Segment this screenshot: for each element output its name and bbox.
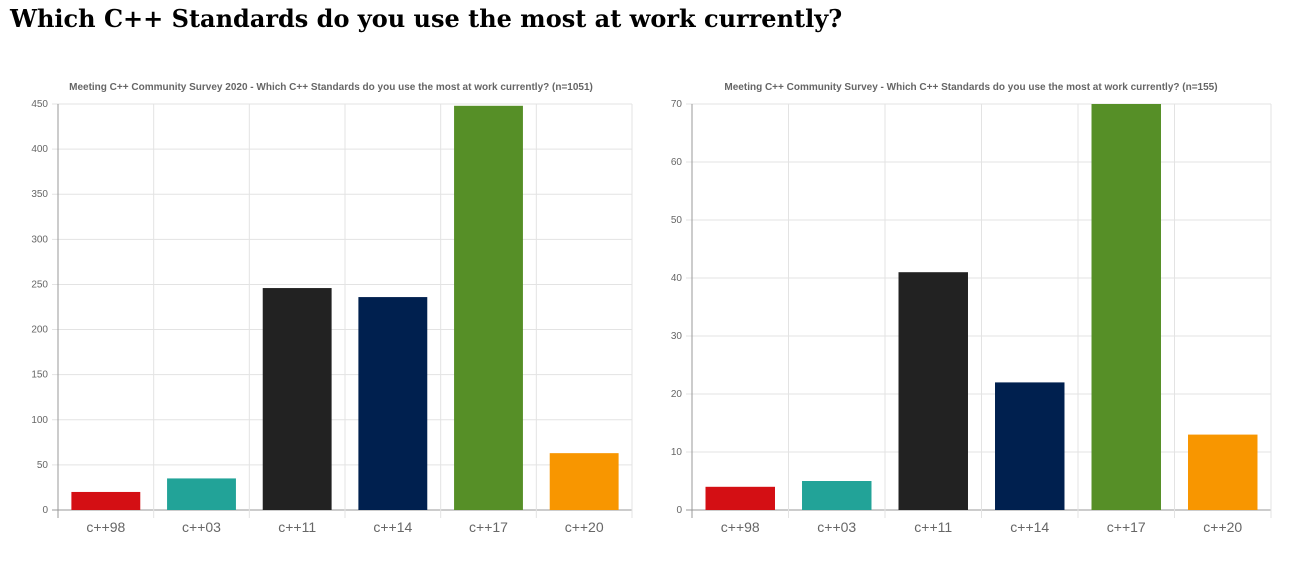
y-tick-label: 40 — [671, 273, 683, 284]
x-tick-label: c++03 — [817, 519, 856, 535]
y-tick-label: 50 — [671, 215, 683, 226]
y-tick-label: 50 — [37, 460, 49, 471]
x-tick-label: c++11 — [278, 519, 316, 535]
bar-cpp11 — [262, 288, 332, 510]
x-tick-label: c++98 — [721, 519, 760, 535]
bar-cpp17 — [454, 105, 523, 510]
y-tick-label: 0 — [42, 505, 48, 516]
chart-title: Meeting C++ Community Survey - Which C++… — [724, 82, 1217, 93]
bar-cpp17 — [1091, 104, 1161, 510]
x-tick-label: c++14 — [1010, 519, 1049, 535]
y-tick-label: 10 — [671, 447, 683, 458]
y-tick-label: 60 — [671, 157, 683, 168]
y-tick-label: 100 — [31, 415, 48, 426]
x-tick-label: c++98 — [86, 519, 125, 535]
bar-cpp03 — [167, 478, 236, 510]
bar-cpp14 — [995, 382, 1065, 510]
y-tick-label: 250 — [31, 279, 48, 290]
page-title: Which C++ Standards do you use the most … — [10, 4, 843, 33]
x-tick-label: c++20 — [1203, 519, 1242, 535]
bar-cpp03 — [802, 481, 872, 510]
y-tick-label: 70 — [671, 99, 683, 110]
chart-title: Meeting C++ Community Survey 2020 - Whic… — [69, 82, 593, 93]
y-tick-label: 150 — [31, 370, 48, 381]
bar-cpp11 — [898, 272, 968, 510]
y-tick-label: 0 — [676, 505, 682, 516]
bar-cpp20 — [1188, 434, 1258, 510]
x-tick-label: c++14 — [373, 519, 412, 535]
x-tick-label: c++11 — [914, 519, 952, 535]
bar-cpp14 — [358, 297, 428, 510]
bar-cpp20 — [549, 453, 619, 510]
x-tick-label: c++17 — [469, 519, 508, 535]
bar-cpp98 — [71, 491, 141, 510]
x-tick-label: c++03 — [182, 519, 221, 535]
y-tick-label: 450 — [31, 99, 48, 110]
x-tick-label: c++20 — [565, 519, 604, 535]
y-tick-label: 20 — [671, 389, 683, 400]
y-tick-label: 30 — [671, 331, 683, 342]
y-tick-label: 350 — [31, 189, 48, 200]
y-tick-label: 300 — [31, 234, 48, 245]
y-tick-label: 200 — [31, 325, 48, 336]
x-tick-label: c++17 — [1107, 519, 1146, 535]
y-tick-label: 400 — [31, 144, 48, 155]
bar-cpp98 — [705, 486, 775, 510]
